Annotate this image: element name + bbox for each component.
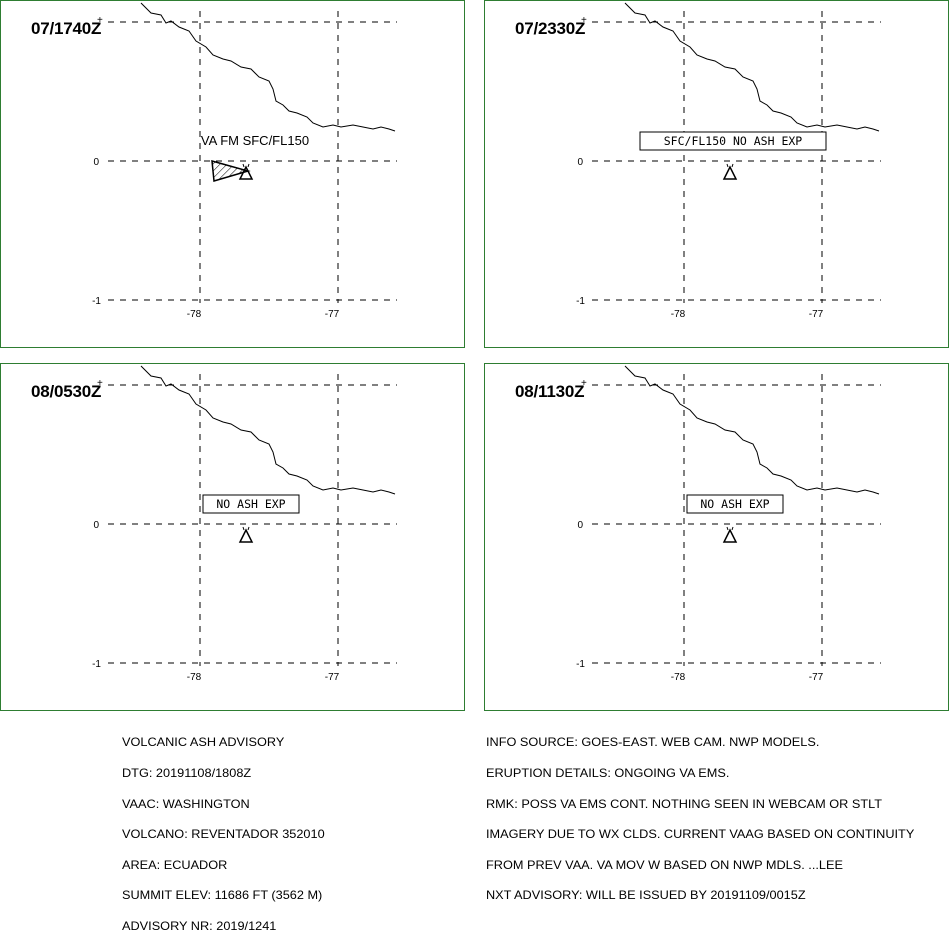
volcano-triangle-icon bbox=[238, 163, 254, 180]
lon-tick-label: -77 bbox=[325, 309, 340, 320]
advisory-line: VOLCANO: REVENTADOR 352010 bbox=[122, 827, 325, 842]
lon-tick-label: -78 bbox=[671, 672, 686, 683]
volcano-triangle-icon bbox=[722, 163, 738, 180]
advisory-line: VAAC: WASHINGTON bbox=[122, 796, 250, 811]
advisory-line: RMK: POSS VA EMS CONT. NOTHING SEEN IN W… bbox=[486, 796, 883, 811]
advisory-line: ERUPTION DETAILS: ONGOING VA EMS. bbox=[486, 766, 730, 780]
lon-tick-label: -77 bbox=[325, 672, 340, 683]
advisory-line: ADVISORY NR: 2019/1241 bbox=[122, 918, 277, 933]
lon-tick-label: -77 bbox=[809, 672, 824, 683]
advisory-line: INFO SOURCE: GOES-EAST. WEB CAM. NWP MOD… bbox=[486, 735, 820, 750]
lat-tick-label: 0 bbox=[93, 157, 99, 168]
ash-cloud-polygon bbox=[211, 159, 251, 182]
coastline bbox=[624, 2, 880, 132]
panel-time-label: 08/1130Z bbox=[515, 382, 585, 401]
advisory-line: DTG: 20191108/1808Z bbox=[122, 766, 252, 780]
lat-tick-label: -1 bbox=[92, 296, 101, 307]
lat-tick-label: 0 bbox=[93, 520, 99, 531]
map-panel-2: 0 -1 -78 -77 + SFC/FL150 NO ASH EXP bbox=[576, 2, 881, 320]
advisory-line: FROM PREV VAA. VA MOV W BASED ON NWP MDL… bbox=[486, 857, 843, 872]
panel-time-label: 08/0530Z bbox=[31, 382, 102, 401]
forecast-panel-4: 0 -1 -78 -77 + NO ASH EXP 08/1130Z bbox=[484, 363, 949, 711]
advisory-text-right: INFO SOURCE: GOES-EAST. WEB CAM. NWP MOD… bbox=[486, 717, 914, 911]
coastline bbox=[624, 365, 880, 495]
advisory-text-left: VOLCANIC ASH ADVISORY DTG: 20191108/1808… bbox=[122, 717, 325, 941]
advisory-line: SUMMIT ELEV: 11686 FT (3562 M) bbox=[122, 888, 323, 903]
lon-tick-label: -78 bbox=[671, 309, 686, 320]
lon-tick-label: -77 bbox=[809, 309, 824, 320]
lat-tick-label: 0 bbox=[577, 157, 583, 168]
tick-mark-icon: + bbox=[97, 15, 103, 26]
lon-tick-label: -78 bbox=[187, 672, 202, 683]
advisory-line: NXT ADVISORY: WILL BE ISSUED BY 20191109… bbox=[486, 888, 806, 903]
ash-height-label: VA FM SFC/FL150 bbox=[201, 133, 309, 148]
ash-status-label: NO ASH EXP bbox=[700, 497, 769, 511]
tick-mark-icon: + bbox=[581, 15, 587, 26]
label-box bbox=[639, 131, 827, 151]
lat-tick-label: 0 bbox=[577, 520, 583, 531]
panel-time-label: 07/2330Z bbox=[515, 19, 586, 38]
tick-mark-icon: + bbox=[97, 378, 103, 389]
label-box bbox=[202, 494, 300, 514]
advisory-line: IMAGERY DUE TO WX CLDS. CURRENT VAAG BAS… bbox=[486, 827, 915, 842]
map-panel-4: 0 -1 -78 -77 + NO ASH EXP bbox=[576, 365, 881, 683]
volcano-triangle-icon bbox=[238, 526, 254, 543]
lat-tick-label: -1 bbox=[92, 659, 101, 670]
map-panel-3: 0 -1 -78 -77 + NO ASH EXP bbox=[92, 365, 397, 683]
lon-tick-label: -78 bbox=[187, 309, 202, 320]
forecast-panel-3: 0 -1 -78 -77 + NO ASH EXP 08/0530Z bbox=[0, 363, 465, 711]
volcano-triangle-icon bbox=[722, 526, 738, 543]
ash-status-label: NO ASH EXP bbox=[216, 497, 285, 511]
lat-tick-label: -1 bbox=[576, 296, 585, 307]
coastline bbox=[140, 365, 396, 495]
ash-status-label: SFC/FL150 NO ASH EXP bbox=[664, 134, 803, 148]
map-panel-1: 0 -1 -78 -77 + VA FM SFC/FL150 bbox=[92, 2, 397, 320]
lat-tick-label: -1 bbox=[576, 659, 585, 670]
advisory-line: AREA: ECUADOR bbox=[122, 857, 228, 872]
coastline bbox=[140, 2, 396, 132]
tick-mark-icon: + bbox=[581, 378, 587, 389]
label-box bbox=[686, 494, 784, 514]
forecast-panel-1: 0 -1 -78 -77 + VA FM SFC/FL150 07/1740Z bbox=[0, 0, 465, 348]
forecast-panel-2: 0 -1 -78 -77 + SFC/FL150 NO ASH EXP 07/2330Z bbox=[484, 0, 949, 348]
panel-time-label: 07/1740Z bbox=[31, 19, 102, 38]
advisory-line: VOLCANIC ASH ADVISORY bbox=[122, 735, 285, 750]
